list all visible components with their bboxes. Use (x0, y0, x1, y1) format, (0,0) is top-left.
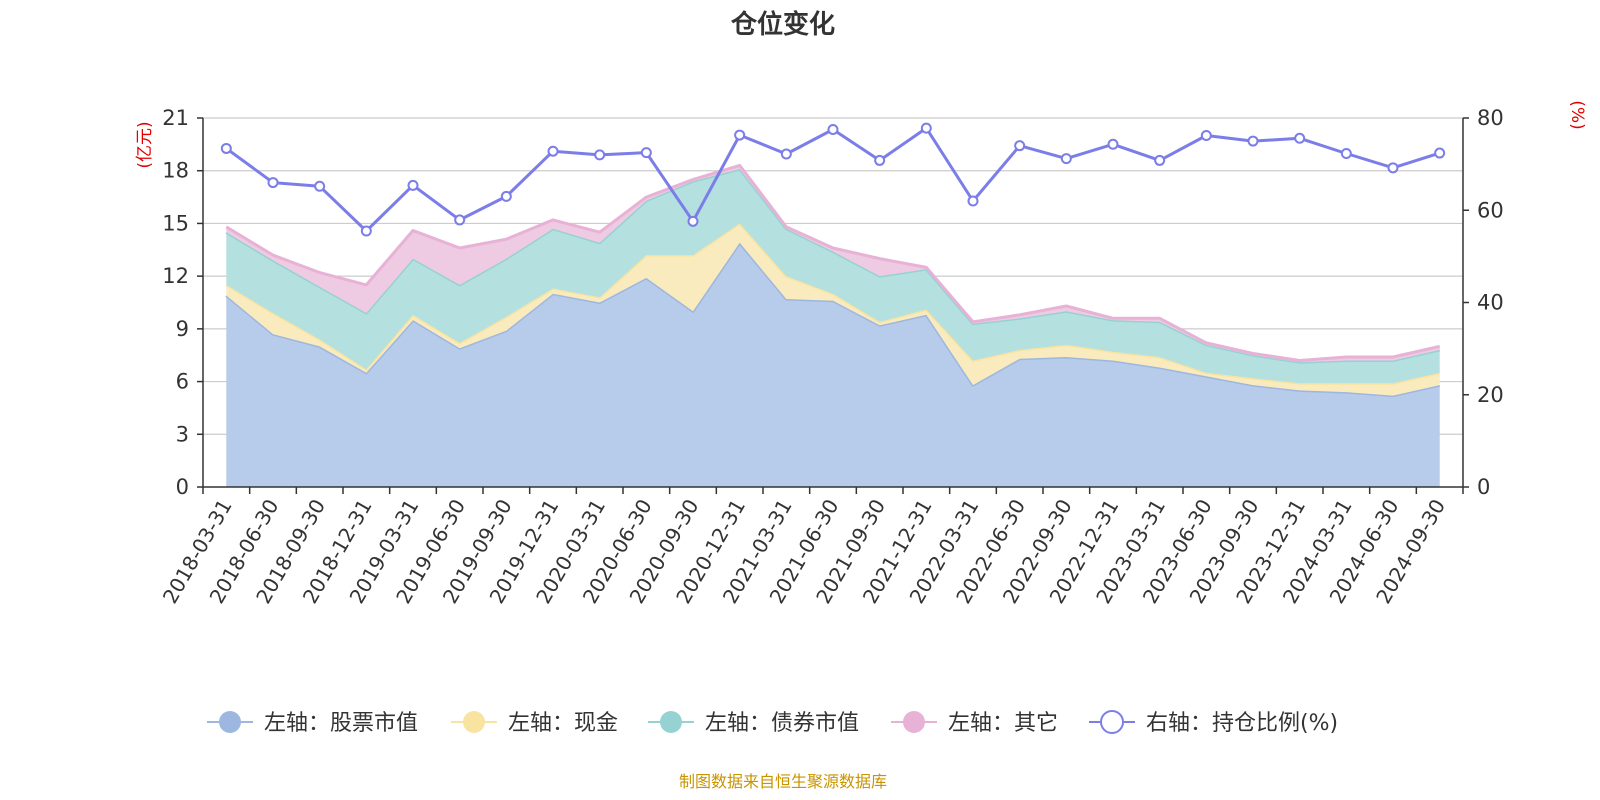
ratio-point (1340, 148, 1352, 160)
chart-title: 仓位变化 (730, 9, 835, 40)
left-axis-tick-label: 3 (176, 422, 189, 446)
area-edge-左轴：其它 (225, 163, 1441, 362)
ratio-point (1434, 147, 1446, 159)
legend-item[interactable]: 左轴：债券市值 (648, 711, 859, 736)
ratio-point (314, 180, 326, 192)
right-axis-tick-label: 80 (1477, 106, 1504, 130)
right-axis-tick-label: 40 (1477, 291, 1504, 315)
legend-marker-icon (660, 711, 682, 733)
legend-marker-icon (903, 711, 925, 733)
ratio-point (827, 124, 839, 136)
legend-marker-icon (219, 711, 241, 733)
left-axis-tick-label: 18 (162, 159, 189, 183)
legend-label: 左轴：债券市值 (705, 711, 859, 736)
ratio-point (1060, 153, 1072, 165)
ratio-point (407, 179, 419, 191)
right-axis-unit: (%) (1567, 100, 1587, 129)
legend-label: 左轴：股票市值 (264, 711, 418, 736)
ratio-point (920, 122, 932, 134)
legend-label: 左轴：现金 (508, 711, 618, 736)
ratio-point (500, 190, 512, 202)
legend-item[interactable]: 左轴：现金 (451, 711, 618, 736)
ratio-point (1247, 135, 1259, 147)
area-左轴：其它 (226, 165, 1440, 363)
ratio-point (687, 215, 699, 227)
right-axis-tick-label: 60 (1477, 198, 1504, 222)
left-axis-tick-label: 21 (162, 106, 189, 130)
ratio-point (1014, 140, 1026, 152)
legend[interactable]: 左轴：股票市值 左轴：现金 左轴：债券市值 左轴：其它 右轴：持仓比例(%) (207, 710, 1338, 736)
ratio-point (594, 149, 606, 161)
ratio-point (267, 177, 279, 189)
ratio-point (780, 148, 792, 160)
legend-marker-icon (463, 711, 485, 733)
area-左轴：债券市值 (226, 169, 1440, 384)
data-source-note: 制图数据来自恒生聚源数据库 (679, 772, 887, 791)
ratio-point (454, 214, 466, 226)
left-axis-tick-label: 12 (162, 264, 189, 288)
ratio-point (220, 142, 232, 154)
ratio-point (640, 147, 652, 159)
legend-item[interactable]: 右轴：持仓比例(%) (1089, 710, 1338, 736)
legend-item[interactable]: 左轴：其它 (891, 711, 1058, 736)
left-axis-tick-label: 6 (176, 370, 189, 394)
legend-label: 左轴：其它 (948, 711, 1058, 736)
ratio-point (734, 129, 746, 141)
ratio-point (967, 195, 979, 207)
legend-item[interactable]: 左轴：股票市值 (207, 711, 418, 736)
area-左轴：股票市值 (226, 242, 1440, 487)
ratio-point (1294, 132, 1306, 144)
ratio-point (1387, 162, 1399, 174)
right-axis-tick-label: 0 (1477, 475, 1490, 499)
ratio-point (1154, 154, 1166, 166)
stacked-areas (225, 163, 1441, 487)
ratio-point (547, 145, 559, 157)
legend-label: 右轴：持仓比例(%) (1146, 711, 1338, 736)
left-axis-tick-label: 15 (162, 211, 189, 235)
ratio-point (874, 154, 886, 166)
left-axis-tick-label: 9 (176, 317, 189, 341)
ratio-line (220, 122, 1446, 237)
ratio-point (360, 225, 372, 237)
ratio-point (1107, 138, 1119, 150)
ratio-point (1200, 130, 1212, 142)
legend-marker-icon (1100, 710, 1124, 734)
left-axis-unit: (亿元) (135, 121, 155, 168)
left-axis-tick-label: 0 (176, 475, 189, 499)
right-axis-tick-label: 20 (1477, 383, 1504, 407)
